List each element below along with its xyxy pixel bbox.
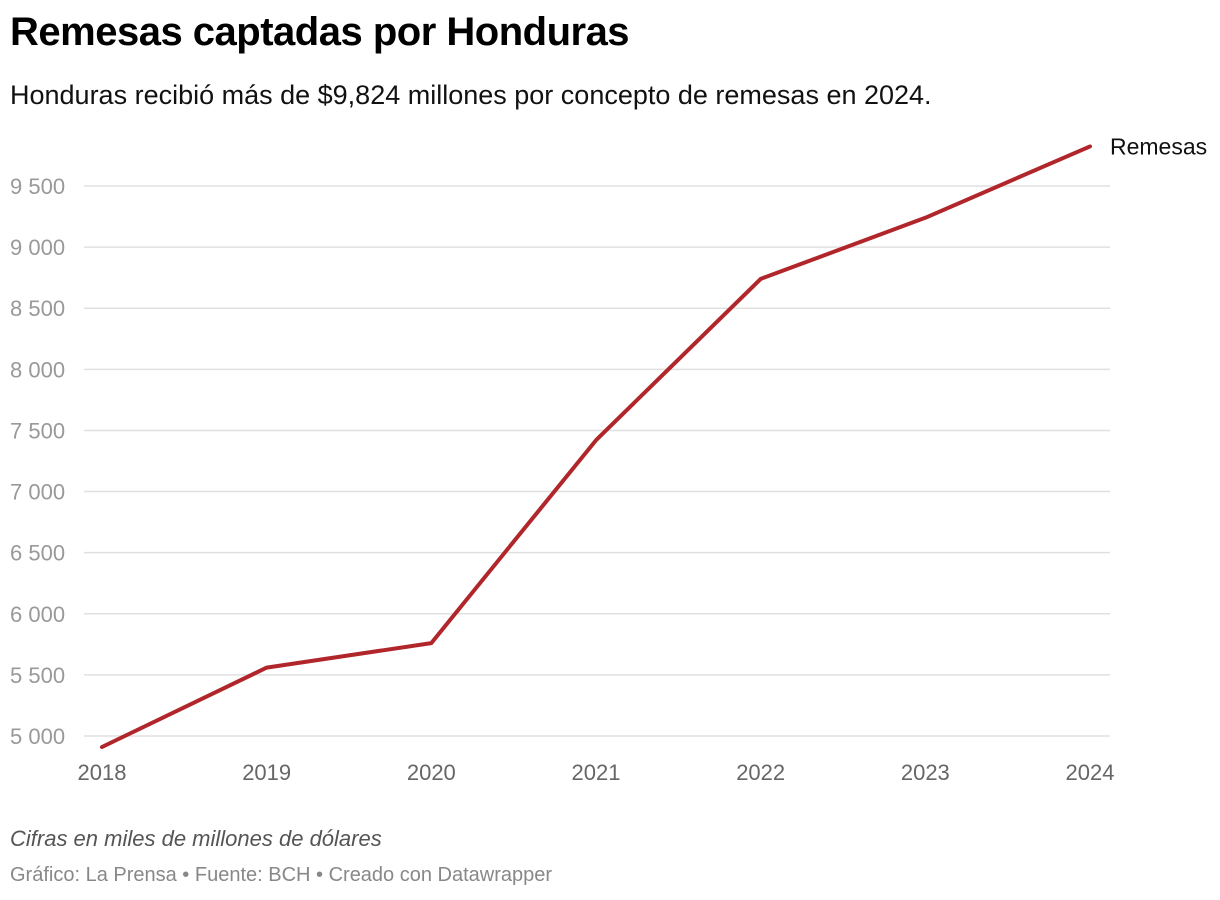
y-tick-label: 7 000: [10, 480, 65, 505]
y-axis-ticks: 5 000 5 500 6 000 6 500 7 000 7 500 8 000 8 500…: [10, 174, 65, 749]
x-tick-label: 2021: [572, 760, 621, 785]
y-tick-label: 6 000: [10, 602, 65, 627]
y-tick-label: 9 000: [10, 235, 65, 260]
chart-credits: Gráfico: La Prensa • Fuente: BCH • Cread…: [10, 864, 553, 886]
x-axis-ticks: 2018 2019 2020 2021 2022 2023 2024: [78, 760, 1115, 785]
x-tick-label: 2019: [242, 760, 291, 785]
chart-note: Cifras en miles de millones de dólares: [10, 826, 382, 851]
grid-lines: [84, 185, 1110, 737]
y-tick-label: 5 500: [10, 663, 65, 688]
chart-subtitle: Honduras recibió más de $9,824 millones …: [10, 80, 932, 110]
series-layer: Remesas: [100, 133, 1207, 749]
y-tick-label: 6 500: [10, 541, 65, 566]
x-tick-label: 2020: [407, 760, 456, 785]
chart-title: Remesas captadas por Honduras: [10, 10, 630, 54]
series-line-remesas: [100, 144, 1092, 749]
x-tick-label: 2023: [901, 760, 950, 785]
y-tick-label: 5 000: [10, 724, 65, 749]
x-tick-label: 2022: [736, 760, 785, 785]
y-tick-label: 8 000: [10, 357, 65, 382]
y-tick-label: 7 500: [10, 418, 65, 443]
x-tick-label: 2024: [1066, 760, 1115, 785]
y-tick-label: 8 500: [10, 296, 65, 321]
x-tick-label: 2018: [78, 760, 127, 785]
series-label: Remesas: [1110, 133, 1207, 159]
y-tick-label: 9 500: [10, 174, 65, 199]
